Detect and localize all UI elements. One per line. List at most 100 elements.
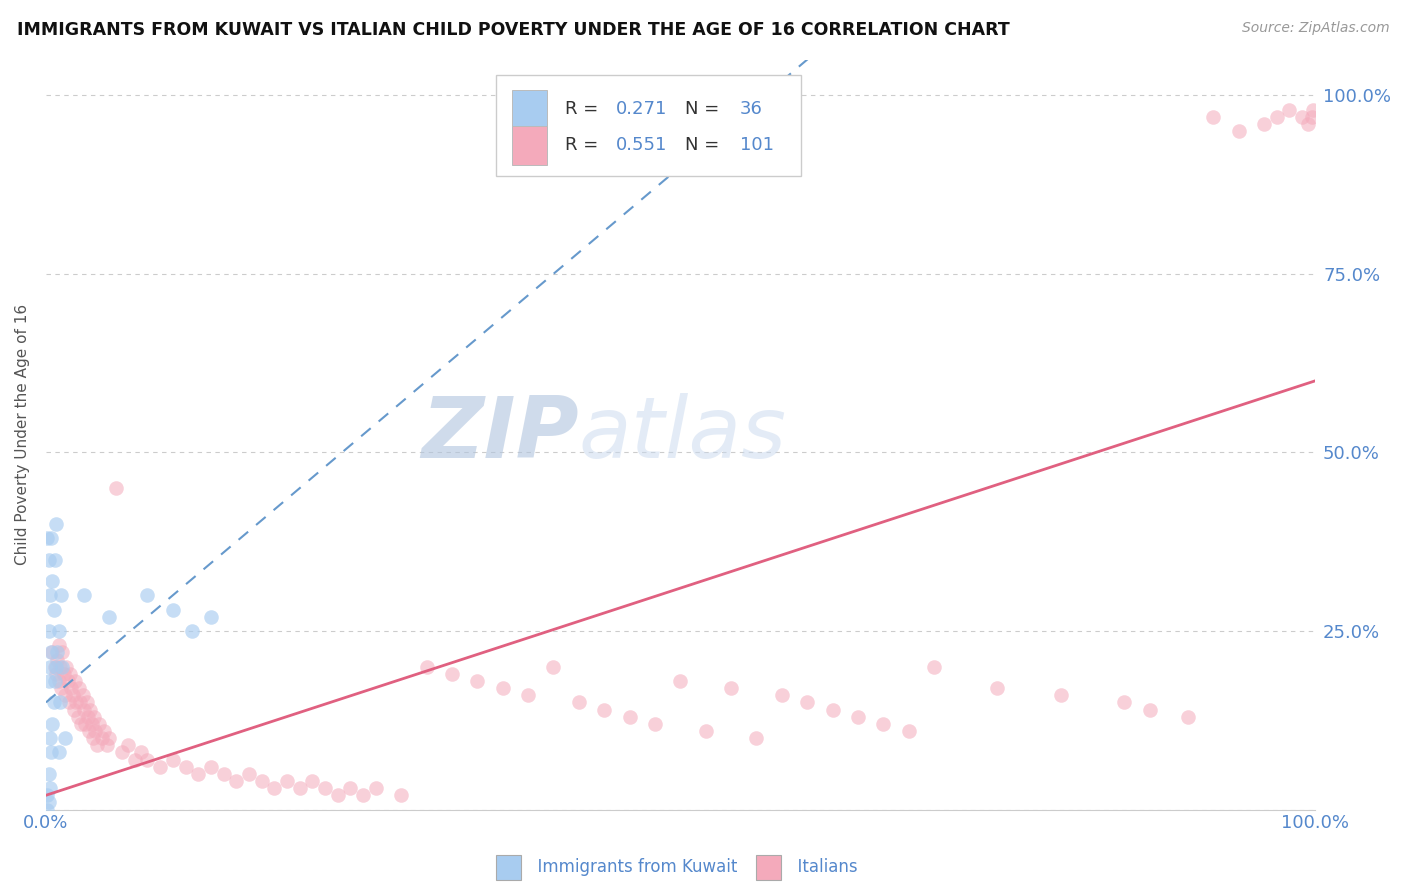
Point — [104, 481, 127, 495]
Point — [84, 723, 107, 738]
Point — [415, 659, 437, 673]
Point — [38, 673, 60, 688]
Point — [48, 673, 70, 688]
Point — [1227, 124, 1250, 138]
Point — [543, 659, 565, 673]
Point — [96, 738, 118, 752]
Point — [745, 731, 768, 745]
Point — [59, 666, 82, 681]
Point — [314, 781, 336, 796]
Point — [986, 681, 1008, 695]
Point — [770, 688, 793, 702]
Point — [695, 723, 717, 738]
FancyBboxPatch shape — [496, 75, 801, 176]
Point — [67, 681, 90, 695]
Point — [720, 681, 742, 695]
Point — [72, 688, 94, 702]
Point — [44, 552, 66, 566]
Text: 36: 36 — [740, 100, 763, 118]
Point — [39, 745, 62, 759]
Point — [53, 731, 76, 745]
Point — [37, 789, 59, 803]
Point — [225, 774, 247, 789]
Point — [1202, 110, 1225, 124]
Point — [58, 695, 80, 709]
Point — [111, 745, 134, 759]
Text: 0.551: 0.551 — [616, 136, 666, 154]
Text: atlas: atlas — [579, 393, 787, 476]
Point — [180, 624, 202, 638]
Point — [1302, 103, 1324, 117]
Point — [66, 709, 89, 723]
Point — [41, 645, 63, 659]
Point — [619, 709, 641, 723]
Point — [1291, 110, 1313, 124]
Point — [48, 638, 70, 652]
Point — [136, 588, 159, 602]
Point — [51, 645, 73, 659]
Text: R =: R = — [565, 100, 603, 118]
Point — [872, 716, 894, 731]
Point — [117, 738, 139, 752]
Point — [276, 774, 298, 789]
Point — [38, 796, 60, 810]
Point — [42, 602, 65, 616]
Text: Source: ZipAtlas.com: Source: ZipAtlas.com — [1241, 21, 1389, 35]
Point — [136, 753, 159, 767]
Point — [174, 760, 197, 774]
Text: Italians: Italians — [787, 858, 858, 876]
Point — [922, 659, 945, 673]
Point — [98, 609, 121, 624]
Point — [1177, 709, 1199, 723]
Point — [492, 681, 515, 695]
Point — [821, 702, 844, 716]
Point — [200, 609, 222, 624]
Point — [301, 774, 323, 789]
Point — [796, 695, 818, 709]
Point — [124, 753, 146, 767]
Point — [162, 602, 184, 616]
Point — [53, 688, 76, 702]
Point — [1278, 103, 1301, 117]
Point — [1050, 688, 1073, 702]
Point — [38, 731, 60, 745]
Text: IMMIGRANTS FROM KUWAIT VS ITALIAN CHILD POVERTY UNDER THE AGE OF 16 CORRELATION : IMMIGRANTS FROM KUWAIT VS ITALIAN CHILD … — [17, 21, 1010, 38]
Text: R =: R = — [565, 136, 603, 154]
Point — [1139, 702, 1161, 716]
Point — [41, 716, 63, 731]
Text: 0.271: 0.271 — [616, 100, 666, 118]
Point — [83, 709, 105, 723]
Point — [149, 760, 172, 774]
Point — [46, 652, 69, 666]
Point — [212, 767, 235, 781]
Point — [352, 789, 374, 803]
Point — [1253, 117, 1275, 131]
Point — [48, 624, 70, 638]
Text: N =: N = — [685, 100, 725, 118]
Point — [364, 781, 387, 796]
Point — [846, 709, 869, 723]
Point — [45, 659, 67, 673]
Point — [339, 781, 361, 796]
Point — [440, 666, 463, 681]
Point — [51, 659, 73, 673]
Point — [1301, 110, 1323, 124]
FancyBboxPatch shape — [512, 126, 547, 165]
Point — [38, 552, 60, 566]
Point — [38, 767, 60, 781]
Point — [80, 716, 103, 731]
Text: N =: N = — [685, 136, 725, 154]
Point — [517, 688, 540, 702]
Point — [77, 723, 100, 738]
Point — [288, 781, 311, 796]
Point — [86, 738, 108, 752]
Y-axis label: Child Poverty Under the Age of 16: Child Poverty Under the Age of 16 — [15, 304, 30, 566]
Point — [75, 716, 97, 731]
Point — [90, 731, 112, 745]
Point — [93, 723, 115, 738]
Point — [70, 716, 93, 731]
Point — [49, 695, 72, 709]
Text: ZIP: ZIP — [422, 393, 579, 476]
Point — [38, 781, 60, 796]
Point — [644, 716, 666, 731]
